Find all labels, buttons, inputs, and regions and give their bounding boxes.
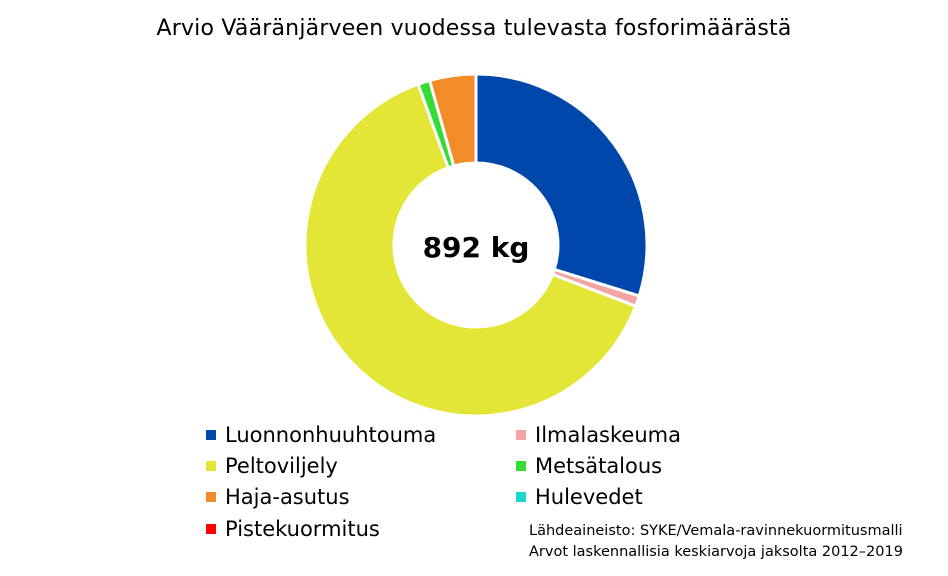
chart-title: Arvio Vääränjärveen vuodessa tulevasta f… [156, 16, 792, 41]
slice-peltoviljely [303, 82, 638, 418]
slice-luonnonhuuhtouma [474, 72, 649, 298]
center-total-label: 892 kg [423, 231, 530, 264]
slice-haja-asutus [427, 72, 478, 168]
